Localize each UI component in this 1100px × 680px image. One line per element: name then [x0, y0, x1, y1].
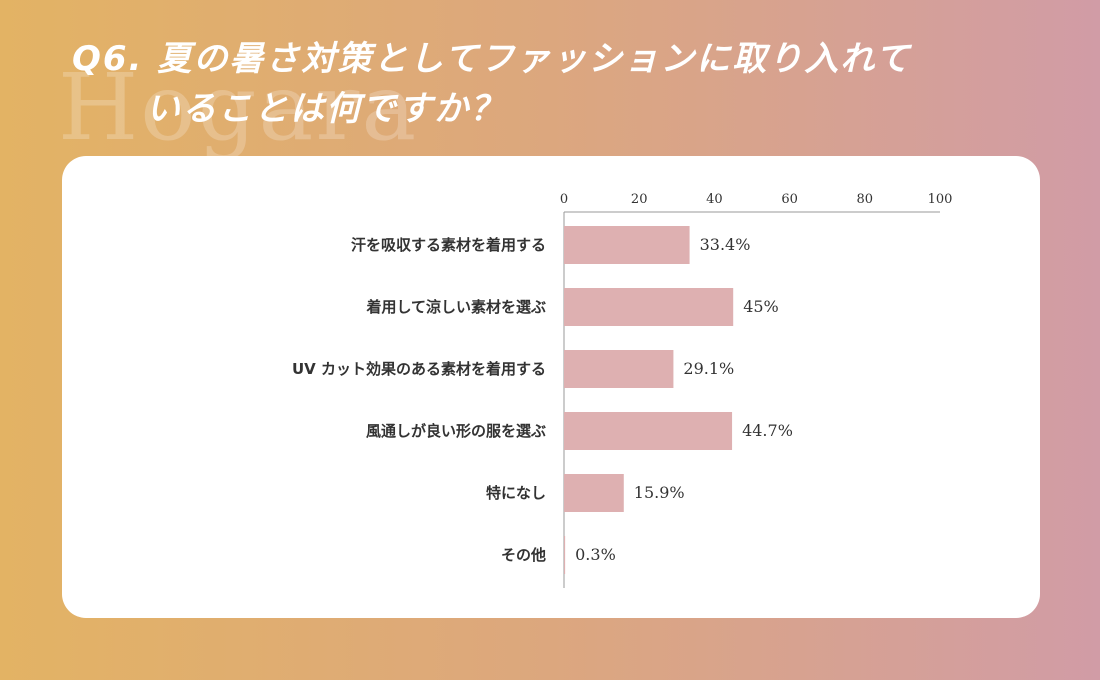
x-tick-label: 40 [706, 192, 723, 207]
category-label: 風通しが良い形の服を選ぶ [366, 422, 546, 440]
chart-title: Q6. 夏の暑さ対策としてファッションに取り入れて いることは何ですか？ [72, 34, 1052, 134]
bar [564, 226, 690, 264]
x-tick-label: 60 [781, 192, 798, 207]
chart-card: 0 20 40 60 80 100 汗を吸収する素材を着用する 33.4% 着用して涼しい素材を… [62, 156, 1040, 618]
data-label: 29.1% [683, 359, 734, 378]
data-label: 45% [743, 297, 779, 316]
x-tick-label: 20 [631, 192, 648, 207]
category-label: 汗を吸収する素材を着用する [351, 236, 546, 254]
bar [564, 350, 674, 388]
x-tick-label: 0 [560, 192, 568, 207]
category-label: その他 [501, 546, 546, 564]
data-label: 33.4% [700, 235, 751, 254]
bar [564, 536, 566, 574]
bar [564, 288, 734, 326]
x-tick-label: 100 [928, 192, 953, 207]
category-label: UV カット効果のある素材を着用する [292, 360, 546, 378]
chart-title-line-2: いることは何ですか？ [146, 89, 506, 129]
category-label: 特になし [486, 484, 546, 502]
bar [564, 474, 624, 512]
x-tick-label: 80 [857, 192, 874, 207]
bar-chart: 0 20 40 60 80 100 汗を吸収する素材を着用する 33.4% 着用して涼しい素材を… [292, 192, 953, 588]
data-label: 15.9% [634, 483, 685, 502]
brand-watermark: Hogara [58, 54, 419, 161]
chart-title-line-1: Q6. 夏の暑さ対策としてファッションに取り入れて [72, 39, 912, 79]
data-label: 0.3% [575, 545, 616, 564]
category-label: 着用して涼しい素材を選ぶ [365, 298, 546, 316]
bar [564, 412, 733, 450]
data-label: 44.7% [742, 421, 793, 440]
